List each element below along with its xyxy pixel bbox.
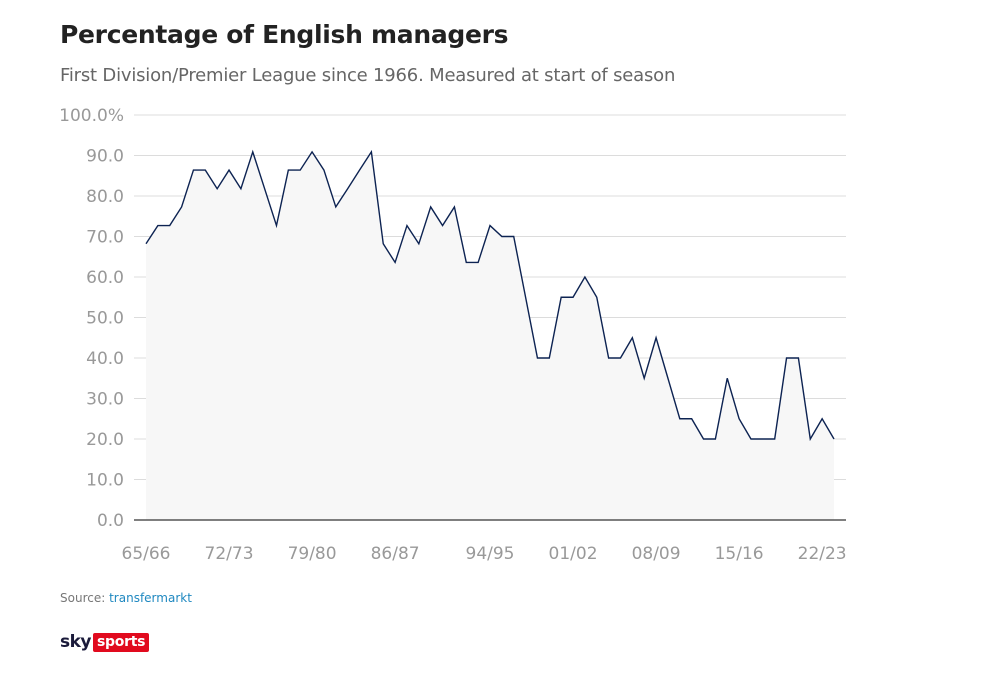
x-tick-label: 79/80 — [288, 544, 337, 564]
y-tick-label: 40.0 — [86, 349, 124, 369]
series-line — [145, 149, 835, 442]
y-tick-label: 80.0 — [86, 187, 124, 207]
x-tick-label: 86/87 — [371, 544, 420, 564]
y-tick-label: 90.0 — [86, 147, 124, 167]
y-tick-label: 60.0 — [86, 268, 124, 288]
y-tick-label: 10.0 — [86, 471, 124, 491]
y-tick-label: 20.0 — [86, 430, 124, 450]
chart-title: Percentage of English managers — [60, 20, 509, 49]
source-link[interactable]: transfermarkt — [109, 591, 192, 605]
y-tick-label: 0.0 — [97, 511, 124, 531]
sky-sports-logo: sky sports — [60, 632, 150, 652]
source-label: Source: — [60, 591, 106, 605]
chart-subtitle: First Division/Premier League since 1966… — [60, 65, 676, 86]
y-tick-label: 70.0 — [86, 228, 124, 248]
x-tick-label: 15/16 — [715, 544, 764, 564]
x-tick-label: 72/73 — [205, 544, 254, 564]
logo-sports-text: sports — [93, 632, 150, 652]
logo-sky-text: sky — [60, 632, 92, 652]
x-tick-label: 22/23 — [798, 544, 847, 564]
y-tick-label: 100.0% — [59, 106, 124, 126]
x-tick-label: 08/09 — [632, 544, 681, 564]
x-tick-label: 94/95 — [466, 544, 515, 564]
x-tick-label: 65/66 — [122, 544, 171, 564]
y-tick-label: 50.0 — [86, 309, 124, 329]
source-note: Source: transfermarkt — [60, 591, 192, 605]
x-tick-label: 01/02 — [549, 544, 598, 564]
area-fill — [146, 151, 834, 520]
y-tick-label: 30.0 — [86, 390, 124, 410]
